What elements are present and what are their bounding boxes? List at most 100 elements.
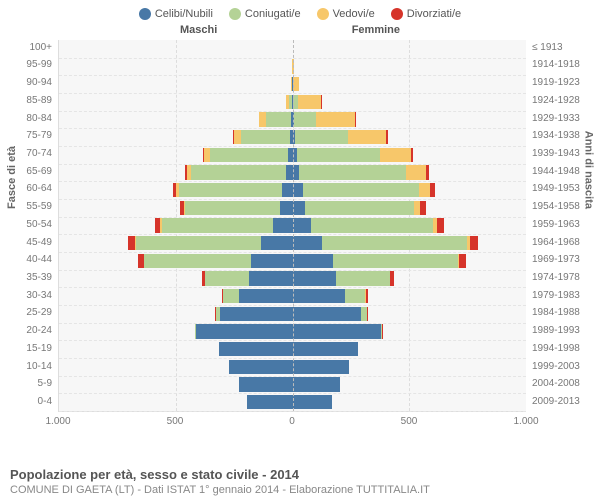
bar-segment [390,271,394,285]
pyramid-row [59,305,526,323]
birth-year-label: 1949-1953 [532,183,580,194]
age-band-label: 45-49 [26,237,52,248]
bar-segment [241,130,291,144]
bar-segment [185,201,279,215]
bar-m [134,165,293,179]
birth-year-label: 2009-2013 [532,396,580,407]
bar-segment [305,201,414,215]
age-band-label: 90-94 [26,77,52,88]
age-band-label: 55-59 [26,201,52,212]
age-band-label: 85-89 [26,95,52,106]
age-band-label: 75-79 [26,130,52,141]
bar-f [293,165,472,179]
bar-segment [470,236,478,250]
y-axis-left: 100+95-9990-9485-8980-8475-7970-7465-696… [10,40,56,412]
legend-label: Divorziati/e [407,8,461,20]
bar-segment [426,165,430,179]
bar-segment [295,130,347,144]
birth-year-label: 1989-1993 [532,325,580,336]
chart-subtitle: COMUNE DI GAETA (LT) - Dati ISTAT 1° gen… [10,484,590,496]
bar-segment [162,218,273,232]
birth-year-label: 1924-1928 [532,95,580,106]
age-band-label: 25-29 [26,307,52,318]
bar-segment [430,183,435,197]
bar-segment [293,271,336,285]
bar-m [158,307,292,321]
age-band-label: 20-24 [26,325,52,336]
bar-segment [239,377,293,391]
age-band-label: 80-84 [26,113,52,124]
birth-year-label: 1914-1918 [532,59,580,70]
bar-segment [191,165,286,179]
chart-title: Popolazione per età, sesso e stato civil… [10,467,590,482]
bar-segment [128,236,135,250]
bar-segment [251,254,293,268]
pyramid-row [59,376,526,394]
pyramid-row [59,252,526,270]
bar-segment [366,289,368,303]
pyramid-row [59,40,526,58]
bar-f [293,342,417,356]
legend-item: Celibi/Nubili [139,8,213,20]
bar-segment [419,183,430,197]
bar-segment [293,77,299,91]
bar-segment [459,254,466,268]
chart-footer: Popolazione per età, sesso e stato civil… [10,467,590,496]
pyramid-row [59,234,526,252]
bar-segment [293,289,346,303]
bar-m [103,254,293,268]
bar-segment [311,218,433,232]
pyramid-row [59,323,526,341]
bar-m [190,395,293,409]
birth-year-label: 1974-1978 [532,272,580,283]
bar-segment [293,254,333,268]
bar-f [293,395,389,409]
bar-segment [229,360,292,374]
legend-dot [139,8,151,20]
bar-segment [293,395,332,409]
bar-segment [293,201,305,215]
bar-f [293,218,481,232]
bar-f [293,289,425,303]
pyramid-row [59,75,526,93]
bar-f [293,324,438,338]
legend-label: Celibi/Nubili [155,8,213,20]
x-tick-label: 1.000 [45,416,70,427]
bar-segment [322,236,468,250]
x-axis: 1.00050005001.000 [58,414,526,434]
bar-segment [420,201,425,215]
plot-area [58,40,526,412]
bar-segment [286,165,292,179]
bar-segment [406,165,426,179]
bar-segment [239,289,293,303]
bar-segment [210,148,288,162]
bar-segment [293,236,322,250]
bar-segment [411,148,413,162]
bar-segment [288,148,292,162]
x-tick-label: 1.000 [513,416,538,427]
birth-year-label: 1939-1943 [532,148,580,159]
pyramid-row [59,164,526,182]
pyramid-row [59,93,526,111]
bar-f [293,271,447,285]
age-band-label: 30-34 [26,290,52,301]
legend-dot [317,8,329,20]
bar-segment [345,289,365,303]
bar-segment [290,130,292,144]
bar-segment [293,377,340,391]
bar-m [164,289,292,303]
age-band-label: 50-54 [26,219,52,230]
bar-m [142,324,293,338]
bar-segment [293,59,294,73]
birth-year-label: 1929-1933 [532,113,580,124]
bar-f [293,130,442,144]
bar-m [113,218,292,232]
bar-m [175,130,293,144]
age-band-label: 95-99 [26,59,52,70]
birth-year-label: 1954-1958 [532,201,580,212]
age-band-label: 35-39 [26,272,52,283]
bar-segment [234,130,241,144]
bar-f [293,42,295,56]
bar-segment [289,95,293,109]
legend-item: Divorziati/e [391,8,461,20]
